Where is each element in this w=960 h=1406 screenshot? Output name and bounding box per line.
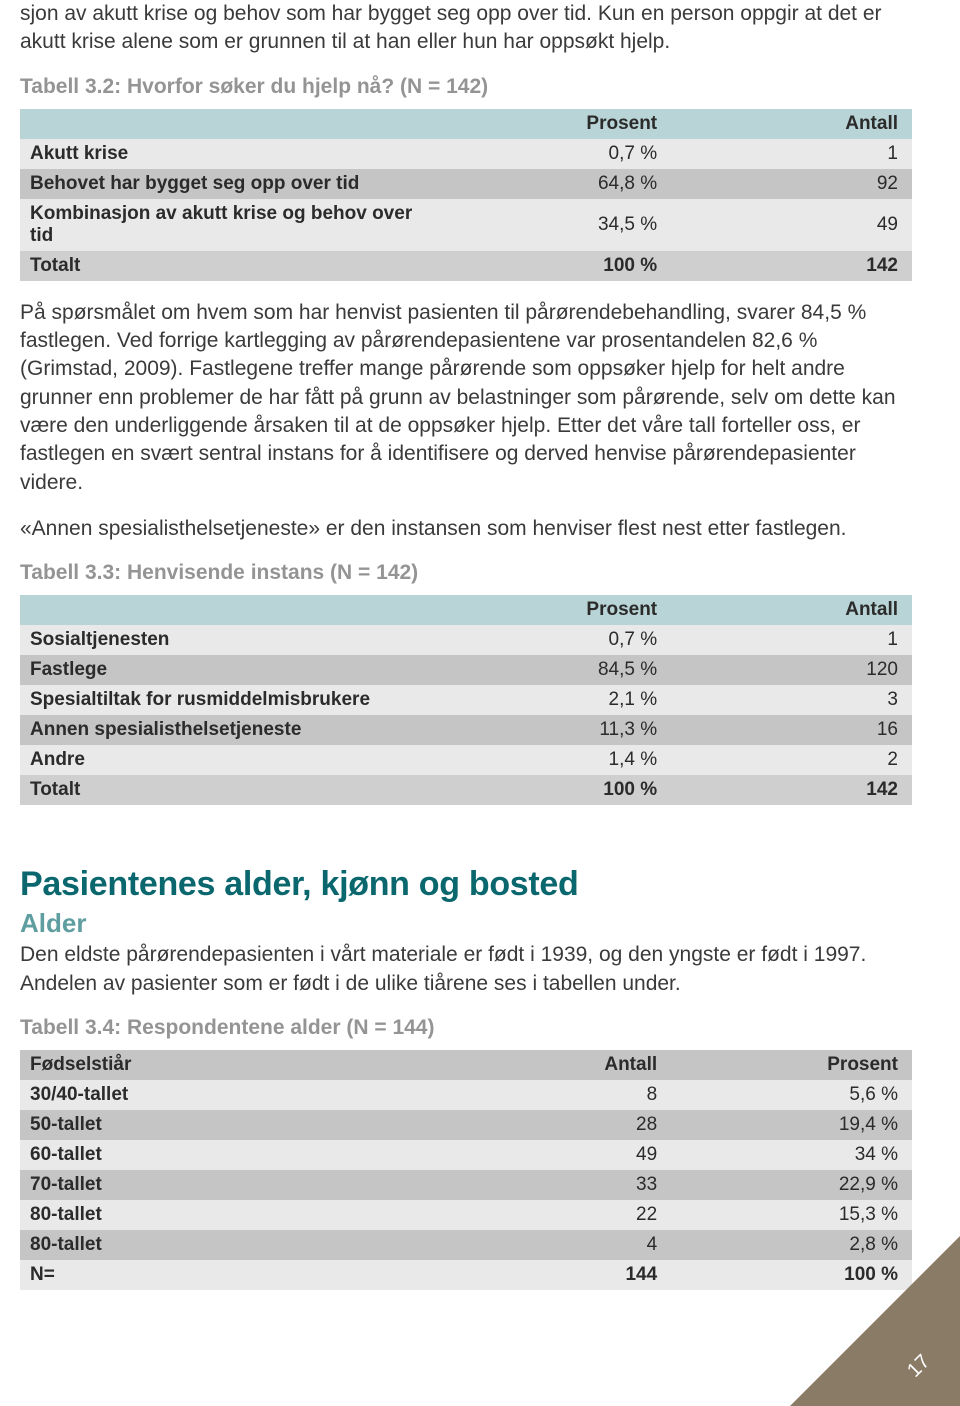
table-row: Fastlege84,5 %120: [20, 655, 912, 685]
table-row: 80-tallet2215,3 %: [20, 1200, 912, 1230]
row-antall: 16: [671, 715, 912, 745]
row-label: 30/40-tallet: [20, 1080, 430, 1110]
row-label: Sosialtjenesten: [20, 625, 430, 655]
row-label: Totalt: [20, 775, 430, 805]
row-antall: 120: [671, 655, 912, 685]
row-antall: 4: [430, 1230, 671, 1260]
mid-paragraph-2: «Annen spesialisthelsetjeneste» er den i…: [20, 515, 912, 543]
row-label: 60-tallet: [20, 1140, 430, 1170]
table32-header-row: Prosent Antall: [20, 109, 912, 139]
row-label: Spesialtiltak for rusmiddelmisbrukere: [20, 685, 430, 715]
row-antall: 33: [430, 1170, 671, 1200]
sub-heading-alder: Alder: [20, 908, 912, 939]
table33-col0: [20, 595, 430, 625]
row-prosent: 19,4 %: [671, 1110, 912, 1140]
table-row: 80-tallet42,8 %: [20, 1230, 912, 1260]
row-prosent: 5,6 %: [671, 1080, 912, 1110]
table33-caption: Tabell 3.3: Henvisende instans (N = 142): [20, 561, 912, 585]
table-row: Akutt krise0,7 %1: [20, 139, 912, 169]
row-label: Annen spesialisthelsetjeneste: [20, 715, 430, 745]
row-antall: 3: [671, 685, 912, 715]
row-prosent: 2,1 %: [430, 685, 671, 715]
table32-col2: Antall: [671, 109, 912, 139]
row-label: Andre: [20, 745, 430, 775]
row-antall: 22: [430, 1200, 671, 1230]
table-row: Annen spesialisthelsetjeneste11,3 %16: [20, 715, 912, 745]
row-antall: 49: [430, 1140, 671, 1170]
table-row: Kombinasjon av akutt krise og behov over…: [20, 199, 912, 251]
row-prosent: 84,5 %: [430, 655, 671, 685]
table33-col2: Antall: [671, 595, 912, 625]
table-row: Behovet har bygget seg opp over tid64,8 …: [20, 169, 912, 199]
table34-col1: Antall: [430, 1050, 671, 1080]
row-prosent: 100 %: [430, 251, 671, 281]
table32-col0: [20, 109, 430, 139]
row-prosent: 100 %: [430, 775, 671, 805]
table32: Prosent Antall Akutt krise0,7 %1Behovet …: [20, 109, 912, 281]
table-row: Totalt100 %142: [20, 775, 912, 805]
table-row: N=144100 %: [20, 1260, 912, 1290]
row-antall: 1: [671, 139, 912, 169]
row-antall: 142: [671, 775, 912, 805]
row-label: 80-tallet: [20, 1230, 430, 1260]
table34: Fødselstiår Antall Prosent 30/40-tallet8…: [20, 1050, 912, 1290]
table32-caption: Tabell 3.2: Hvorfor søker du hjelp nå? (…: [20, 75, 912, 99]
table-row: Totalt100 %142: [20, 251, 912, 281]
row-prosent: 34 %: [671, 1140, 912, 1170]
table32-body: Akutt krise0,7 %1Behovet har bygget seg …: [20, 139, 912, 281]
table34-col0: Fødselstiår: [20, 1050, 430, 1080]
row-label: Totalt: [20, 251, 430, 281]
mid-paragraph: På spørsmålet om hvem som har henvist pa…: [20, 299, 912, 497]
row-antall: 144: [430, 1260, 671, 1290]
table33-header-row: Prosent Antall: [20, 595, 912, 625]
row-label: Akutt krise: [20, 139, 430, 169]
row-label: Fastlege: [20, 655, 430, 685]
alder-paragraph: Den eldste pårørendepasienten i vårt mat…: [20, 941, 912, 998]
table34-col2: Prosent: [671, 1050, 912, 1080]
table33-body: Sosialtjenesten0,7 %1Fastlege84,5 %120Sp…: [20, 625, 912, 805]
row-label: 70-tallet: [20, 1170, 430, 1200]
table34-header-row: Fødselstiår Antall Prosent: [20, 1050, 912, 1080]
table34-body: 30/40-tallet85,6 %50-tallet2819,4 %60-ta…: [20, 1080, 912, 1290]
row-prosent: 0,7 %: [430, 139, 671, 169]
row-antall: 28: [430, 1110, 671, 1140]
table33-col1: Prosent: [430, 595, 671, 625]
row-label: 50-tallet: [20, 1110, 430, 1140]
table-row: Spesialtiltak for rusmiddelmisbrukere2,1…: [20, 685, 912, 715]
row-antall: 1: [671, 625, 912, 655]
intro-paragraph: sjon av akutt krise og behov som har byg…: [20, 0, 912, 57]
table-row: Andre1,4 %2: [20, 745, 912, 775]
row-antall: 142: [671, 251, 912, 281]
row-antall: 49: [671, 199, 912, 251]
row-label: 80-tallet: [20, 1200, 430, 1230]
table-row: 30/40-tallet85,6 %: [20, 1080, 912, 1110]
row-label: N=: [20, 1260, 430, 1290]
row-label: Kombinasjon av akutt krise og behov over…: [20, 199, 430, 251]
table32-col1: Prosent: [430, 109, 671, 139]
table-row: 50-tallet2819,4 %: [20, 1110, 912, 1140]
section-heading: Pasientenes alder, kjønn og bosted: [20, 865, 912, 904]
row-prosent: 1,4 %: [430, 745, 671, 775]
row-prosent: 11,3 %: [430, 715, 671, 745]
row-antall: 2: [671, 745, 912, 775]
row-prosent: 22,9 %: [671, 1170, 912, 1200]
table34-caption: Tabell 3.4: Respondentene alder (N = 144…: [20, 1016, 912, 1040]
row-antall: 92: [671, 169, 912, 199]
page-corner-decoration: [790, 1236, 960, 1406]
row-label: Behovet har bygget seg opp over tid: [20, 169, 430, 199]
row-prosent: 15,3 %: [671, 1200, 912, 1230]
table-row: Sosialtjenesten0,7 %1: [20, 625, 912, 655]
table33: Prosent Antall Sosialtjenesten0,7 %1Fast…: [20, 595, 912, 805]
table-row: 60-tallet4934 %: [20, 1140, 912, 1170]
table-row: 70-tallet3322,9 %: [20, 1170, 912, 1200]
row-prosent: 64,8 %: [430, 169, 671, 199]
row-prosent: 0,7 %: [430, 625, 671, 655]
row-antall: 8: [430, 1080, 671, 1110]
row-prosent: 34,5 %: [430, 199, 671, 251]
